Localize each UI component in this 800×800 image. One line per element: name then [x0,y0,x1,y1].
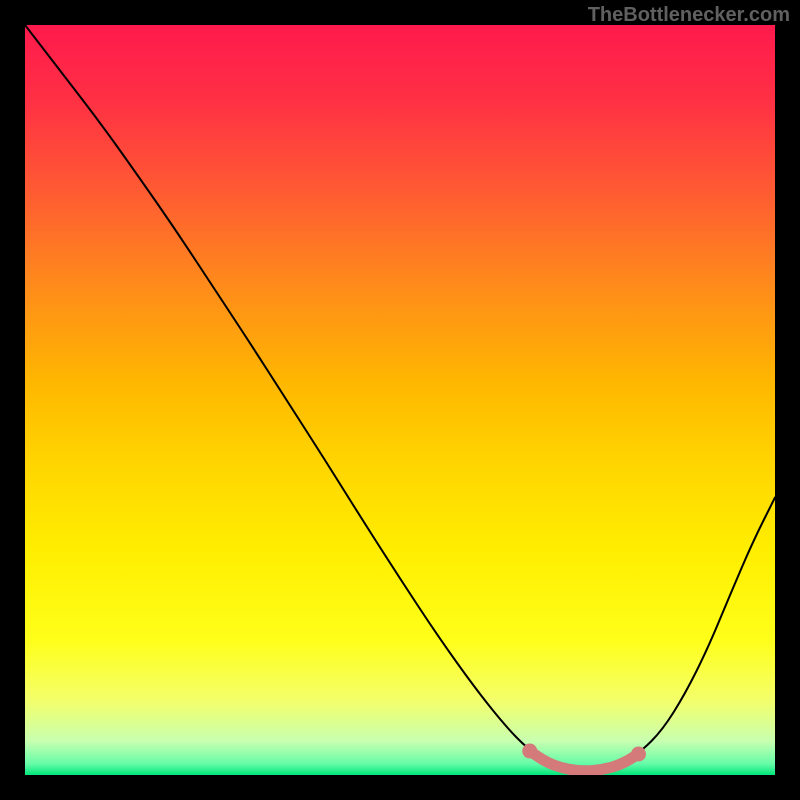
chart-gradient-bg [25,25,775,775]
attribution-text: TheBottlenecker.com [588,4,790,27]
optimal-range-end-dot [631,747,646,762]
chart-area [25,25,775,775]
optimal-range-start-dot [522,744,537,759]
page-root: TheBottlenecker.com [0,0,800,800]
bottleneck-chart [25,25,775,775]
